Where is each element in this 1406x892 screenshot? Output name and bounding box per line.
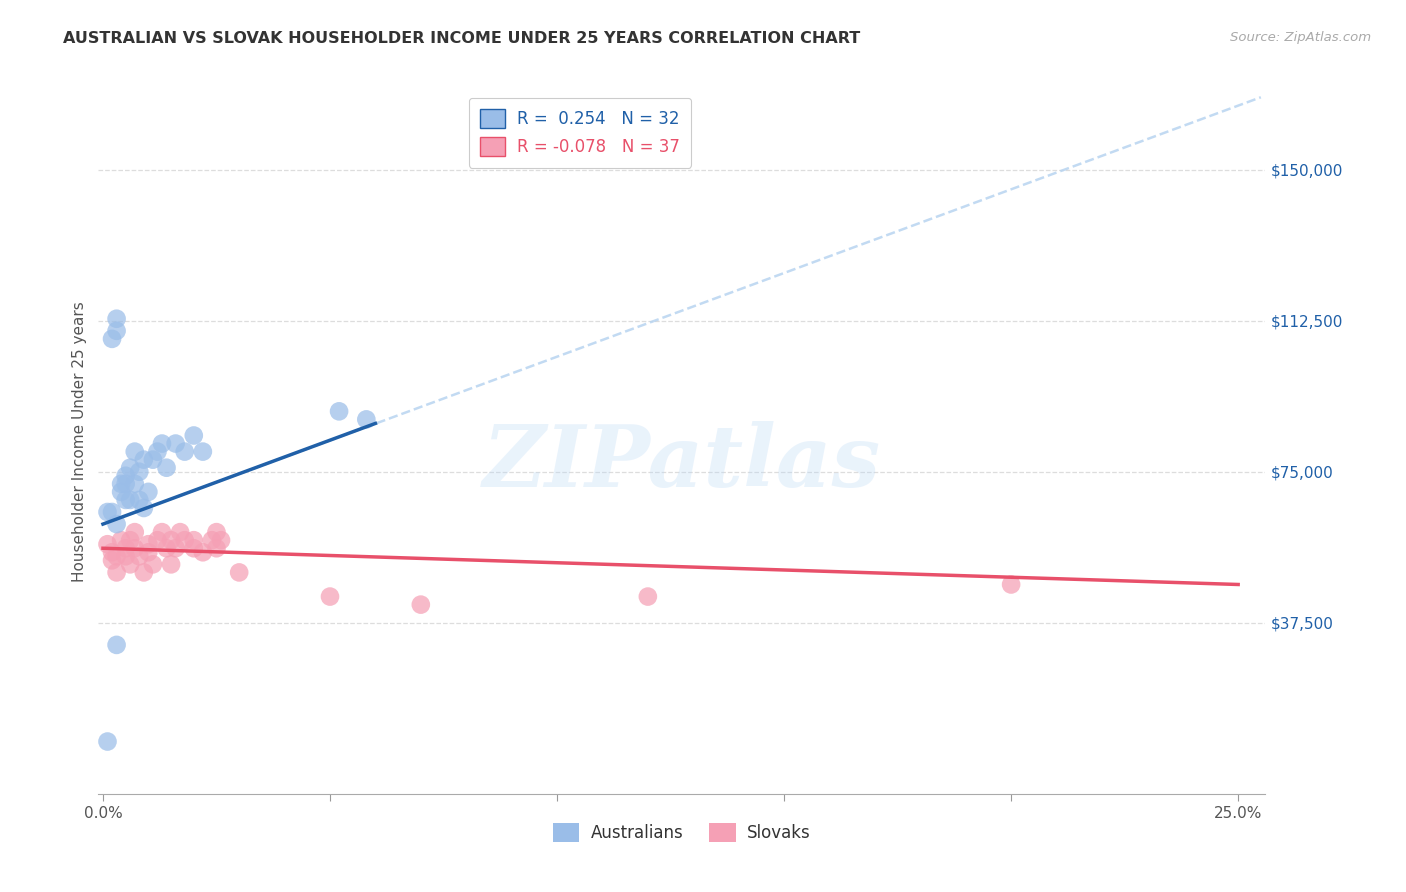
Point bbox=[228, 566, 250, 580]
Point bbox=[165, 541, 187, 556]
Point bbox=[138, 484, 160, 499]
Point bbox=[173, 533, 195, 548]
Point bbox=[128, 492, 150, 507]
Point bbox=[124, 541, 146, 556]
Point bbox=[146, 444, 169, 458]
Point bbox=[128, 465, 150, 479]
Point bbox=[183, 428, 205, 442]
Point bbox=[96, 505, 118, 519]
Point bbox=[191, 545, 214, 559]
Point bbox=[132, 566, 155, 580]
Legend: Australians, Slovaks: Australians, Slovaks bbox=[546, 816, 818, 849]
Point bbox=[124, 444, 146, 458]
Point bbox=[110, 476, 132, 491]
Point bbox=[105, 311, 128, 326]
Point bbox=[328, 404, 350, 418]
Point bbox=[101, 505, 124, 519]
Point bbox=[637, 590, 659, 604]
Point bbox=[101, 553, 124, 567]
Point bbox=[173, 444, 195, 458]
Point bbox=[105, 517, 128, 532]
Point bbox=[110, 484, 132, 499]
Point bbox=[101, 332, 124, 346]
Point bbox=[105, 549, 128, 564]
Text: ZIPatlas: ZIPatlas bbox=[482, 421, 882, 505]
Point bbox=[105, 566, 128, 580]
Point bbox=[150, 436, 173, 450]
Point bbox=[183, 541, 205, 556]
Point bbox=[110, 533, 132, 548]
Point bbox=[120, 460, 142, 475]
Point bbox=[209, 533, 232, 548]
Point bbox=[138, 537, 160, 551]
Point bbox=[165, 436, 187, 450]
Point bbox=[160, 558, 183, 572]
Point bbox=[1000, 577, 1022, 591]
Point bbox=[101, 545, 124, 559]
Point bbox=[169, 525, 191, 540]
Point bbox=[155, 460, 177, 475]
Point bbox=[120, 533, 142, 548]
Point bbox=[205, 541, 228, 556]
Point bbox=[201, 533, 224, 548]
Point bbox=[191, 444, 214, 458]
Point bbox=[124, 476, 146, 491]
Point bbox=[105, 638, 128, 652]
Point bbox=[114, 549, 136, 564]
Text: AUSTRALIAN VS SLOVAK HOUSEHOLDER INCOME UNDER 25 YEARS CORRELATION CHART: AUSTRALIAN VS SLOVAK HOUSEHOLDER INCOME … bbox=[63, 31, 860, 46]
Point bbox=[105, 324, 128, 338]
Point bbox=[120, 492, 142, 507]
Point bbox=[124, 525, 146, 540]
Point bbox=[150, 525, 173, 540]
Point bbox=[114, 468, 136, 483]
Point bbox=[114, 476, 136, 491]
Point bbox=[114, 492, 136, 507]
Point bbox=[183, 533, 205, 548]
Point bbox=[146, 533, 169, 548]
Point bbox=[356, 412, 378, 426]
Point bbox=[142, 452, 165, 467]
Point bbox=[132, 500, 155, 515]
Point bbox=[155, 541, 177, 556]
Point bbox=[128, 549, 150, 564]
Point bbox=[114, 541, 136, 556]
Point bbox=[319, 590, 342, 604]
Point bbox=[138, 545, 160, 559]
Point bbox=[142, 558, 165, 572]
Text: Source: ZipAtlas.com: Source: ZipAtlas.com bbox=[1230, 31, 1371, 45]
Point bbox=[409, 598, 432, 612]
Point bbox=[96, 734, 118, 748]
Point bbox=[120, 558, 142, 572]
Point bbox=[96, 537, 118, 551]
Point bbox=[132, 452, 155, 467]
Y-axis label: Householder Income Under 25 years: Householder Income Under 25 years bbox=[72, 301, 87, 582]
Point bbox=[205, 525, 228, 540]
Point bbox=[160, 533, 183, 548]
